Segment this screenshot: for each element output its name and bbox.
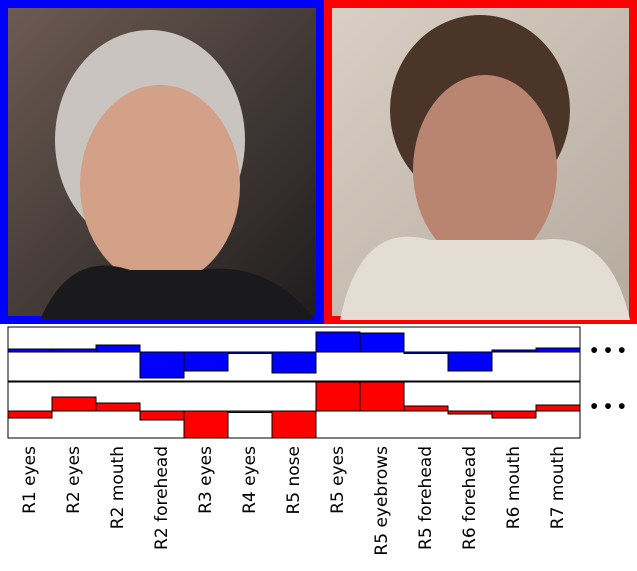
plot-border — [7, 381, 581, 439]
bar — [7, 348, 53, 353]
bar — [139, 351, 185, 379]
bar — [359, 332, 405, 353]
x-tick-label: R2 mouth — [108, 446, 128, 529]
x-tick-label: R5 nose — [284, 446, 304, 515]
bar — [183, 410, 229, 439]
x-tick-label: R7 mouth — [548, 446, 568, 529]
ellipsis: ••• — [588, 339, 629, 363]
plot-border — [7, 326, 581, 382]
x-tick-label: R1 eyes — [20, 446, 40, 514]
bar — [7, 410, 53, 419]
bar — [95, 344, 141, 353]
bar — [403, 405, 449, 412]
x-tick-label: R2 forehead — [152, 446, 172, 550]
bar — [271, 410, 317, 439]
bar — [535, 404, 581, 412]
bar — [51, 348, 97, 353]
bar — [95, 402, 141, 412]
bar — [315, 381, 361, 412]
photo-left — [0, 0, 324, 324]
ellipsis: ••• — [588, 395, 629, 419]
bar — [139, 410, 185, 421]
x-tick-label: R2 eyes — [64, 446, 84, 514]
bar — [491, 410, 537, 419]
bar — [447, 410, 493, 415]
bar — [227, 351, 273, 354]
x-tick-label: R4 eyes — [240, 446, 260, 514]
x-tick-label: R5 forehead — [416, 446, 436, 550]
bar — [227, 410, 273, 413]
x-tick-label: R5 eyes — [328, 446, 348, 514]
bar — [271, 351, 317, 374]
x-tick-label: R6 forehead — [460, 446, 480, 550]
bar — [183, 351, 229, 372]
bar — [491, 349, 537, 353]
x-tick-label: R6 mouth — [504, 446, 524, 529]
bar — [359, 381, 405, 412]
x-tick-label: R5 eyebrows — [372, 446, 392, 556]
photo-right — [324, 0, 637, 324]
bar — [51, 396, 97, 412]
bar — [315, 331, 361, 353]
bar — [403, 351, 449, 354]
x-tick-label: R3 eyes — [196, 446, 216, 514]
bar — [447, 351, 493, 372]
bar — [535, 347, 581, 353]
